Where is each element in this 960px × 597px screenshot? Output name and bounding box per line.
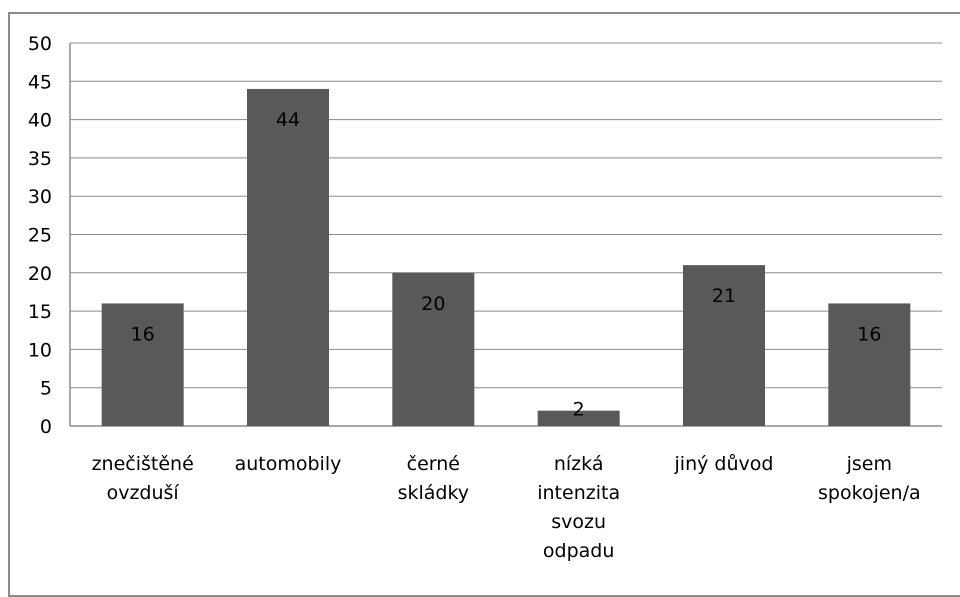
y-tick-label-10: 10 (28, 339, 52, 361)
bar-4 (683, 265, 765, 426)
y-tick-label-0: 0 (40, 416, 52, 438)
y-tick-label-35: 35 (28, 148, 52, 170)
gridlines (69, 42, 942, 427)
data-labels: 16 44 20 2 21 16 (131, 109, 882, 421)
data-label-4: 21 (712, 285, 736, 307)
y-tick-label-20: 20 (28, 263, 52, 285)
y-tick-label-40: 40 (28, 110, 52, 132)
category-label-5: jsem spokojen/a (818, 453, 921, 504)
y-tick-label-30: 30 (28, 186, 52, 208)
data-label-0: 16 (131, 323, 155, 345)
x-axis-category-labels: znečištěné ovzduší automobily černé skládky n… (92, 453, 921, 562)
data-label-2: 20 (421, 293, 445, 315)
y-tick-label-15: 15 (28, 301, 52, 323)
y-tick-label-50: 50 (28, 33, 52, 55)
bar-2 (392, 272, 475, 426)
bars (101, 88, 911, 427)
bar-3 (537, 410, 620, 426)
bar-1 (247, 88, 329, 427)
category-label-4: jiný důvod (674, 453, 774, 475)
y-axis-tick-labels: 0 5 10 15 20 25 30 35 40 45 50 (28, 33, 52, 438)
y-tick-label-25: 25 (28, 225, 52, 247)
bar-5 (828, 303, 911, 426)
category-label-1: automobily (235, 453, 342, 475)
bar-chart: 0 5 10 15 20 25 30 35 40 45 50 znečištěné ovzduší au… (28, 33, 942, 562)
category-label-2: černé skládky (398, 453, 469, 504)
y-tick-label-5: 5 (40, 378, 52, 400)
data-label-3: 2 (573, 399, 585, 421)
data-label-5: 16 (857, 323, 881, 345)
data-label-1: 44 (276, 109, 300, 131)
bar-0 (101, 303, 184, 426)
category-label-0: znečištěné ovzduší (92, 453, 194, 504)
y-tick-label-45: 45 (28, 71, 52, 93)
category-label-3: nízká intenzita svozu odpadu (537, 453, 620, 562)
